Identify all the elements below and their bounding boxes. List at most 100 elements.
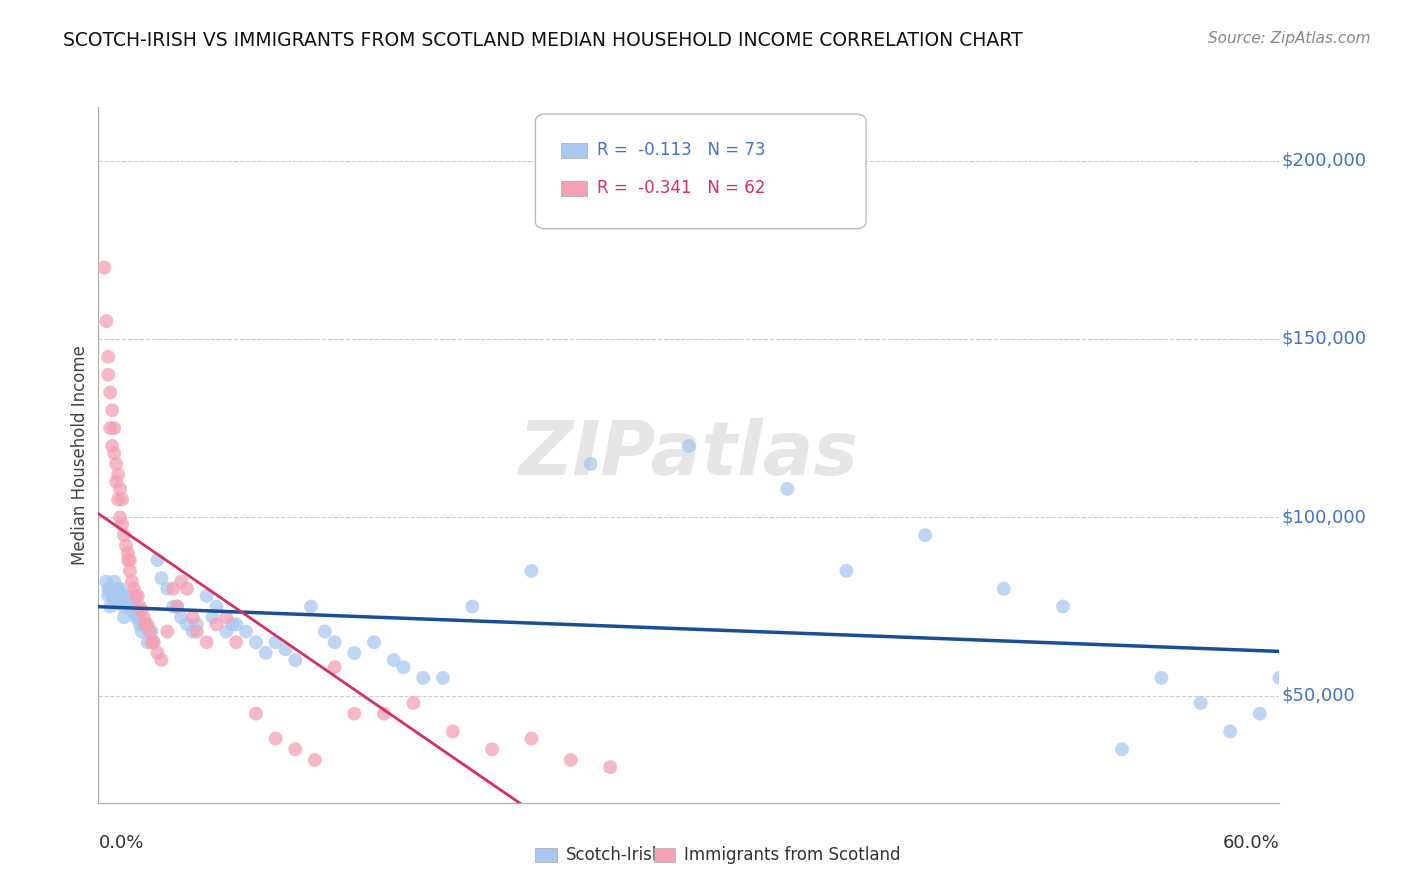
Point: [162, 599, 184, 614]
Point: [146, 646, 169, 660]
Point: [162, 582, 184, 596]
Point: [221, 617, 243, 632]
Point: [156, 624, 179, 639]
Point: [186, 624, 208, 639]
Text: Immigrants from Scotland: Immigrants from Scotland: [685, 846, 901, 864]
Point: [103, 446, 125, 460]
Point: [1268, 671, 1291, 685]
Point: [1219, 724, 1241, 739]
Point: [264, 731, 287, 746]
Point: [1249, 706, 1271, 721]
Point: [97, 589, 120, 603]
Point: [117, 589, 139, 603]
FancyBboxPatch shape: [654, 848, 675, 862]
Point: [111, 492, 134, 507]
Point: [112, 528, 135, 542]
Point: [127, 610, 149, 624]
Point: [993, 582, 1015, 596]
Point: [117, 553, 139, 567]
Point: [166, 599, 188, 614]
Point: [205, 617, 228, 632]
Point: [461, 599, 484, 614]
Point: [132, 617, 155, 632]
Point: [125, 589, 148, 603]
Point: [520, 564, 543, 578]
Point: [225, 617, 247, 632]
Point: [122, 599, 145, 614]
Point: [678, 439, 700, 453]
FancyBboxPatch shape: [561, 143, 588, 158]
Point: [146, 553, 169, 567]
Point: [98, 385, 121, 400]
Point: [205, 599, 228, 614]
Point: [127, 589, 149, 603]
Point: [93, 260, 115, 275]
Point: [520, 731, 543, 746]
Point: [131, 624, 153, 639]
Point: [136, 617, 159, 632]
Point: [105, 582, 128, 596]
Point: [441, 724, 464, 739]
Point: [107, 596, 129, 610]
Point: [107, 467, 129, 482]
Point: [274, 642, 297, 657]
Point: [103, 421, 125, 435]
Point: [343, 646, 366, 660]
Text: SCOTCH-IRISH VS IMMIGRANTS FROM SCOTLAND MEDIAN HOUSEHOLD INCOME CORRELATION CHA: SCOTCH-IRISH VS IMMIGRANTS FROM SCOTLAND…: [63, 31, 1024, 50]
Point: [142, 635, 165, 649]
Y-axis label: Median Household Income: Median Household Income: [70, 345, 89, 565]
Text: R =  -0.341   N = 62: R = -0.341 N = 62: [596, 179, 765, 197]
Point: [560, 753, 582, 767]
Point: [101, 403, 124, 417]
Point: [142, 635, 165, 649]
Point: [125, 610, 148, 624]
Point: [382, 653, 405, 667]
Point: [118, 564, 141, 578]
Point: [323, 635, 346, 649]
Point: [402, 696, 425, 710]
Text: $100,000: $100,000: [1282, 508, 1367, 526]
Point: [103, 574, 125, 589]
Point: [1111, 742, 1133, 756]
Point: [150, 653, 173, 667]
Text: $200,000: $200,000: [1282, 152, 1367, 169]
Point: [599, 760, 621, 774]
Point: [98, 582, 121, 596]
Text: Source: ZipAtlas.com: Source: ZipAtlas.com: [1208, 31, 1371, 46]
Point: [235, 624, 257, 639]
Point: [97, 582, 120, 596]
Point: [176, 617, 198, 632]
Point: [156, 582, 179, 596]
Point: [776, 482, 799, 496]
Point: [412, 671, 434, 685]
Point: [914, 528, 936, 542]
Point: [122, 582, 145, 596]
Text: $50,000: $50,000: [1282, 687, 1355, 705]
Point: [264, 635, 287, 649]
Point: [98, 421, 121, 435]
Text: 0.0%: 0.0%: [98, 834, 143, 852]
Point: [141, 635, 163, 649]
Point: [1189, 696, 1212, 710]
Text: ZIPatlas: ZIPatlas: [519, 418, 859, 491]
Point: [304, 753, 326, 767]
Point: [392, 660, 415, 674]
Point: [181, 610, 204, 624]
Text: Scotch-Irish: Scotch-Irish: [567, 846, 664, 864]
Point: [117, 546, 139, 560]
Point: [579, 457, 602, 471]
Point: [108, 482, 131, 496]
Point: [135, 617, 157, 632]
Point: [1052, 599, 1074, 614]
Point: [141, 624, 163, 639]
Point: [118, 599, 141, 614]
Point: [97, 368, 120, 382]
Text: R =  -0.113   N = 73: R = -0.113 N = 73: [596, 141, 765, 159]
Point: [115, 596, 138, 610]
Point: [186, 617, 208, 632]
Point: [128, 599, 150, 614]
Point: [108, 510, 131, 524]
Point: [215, 610, 238, 624]
Point: [138, 624, 160, 639]
Point: [343, 706, 366, 721]
